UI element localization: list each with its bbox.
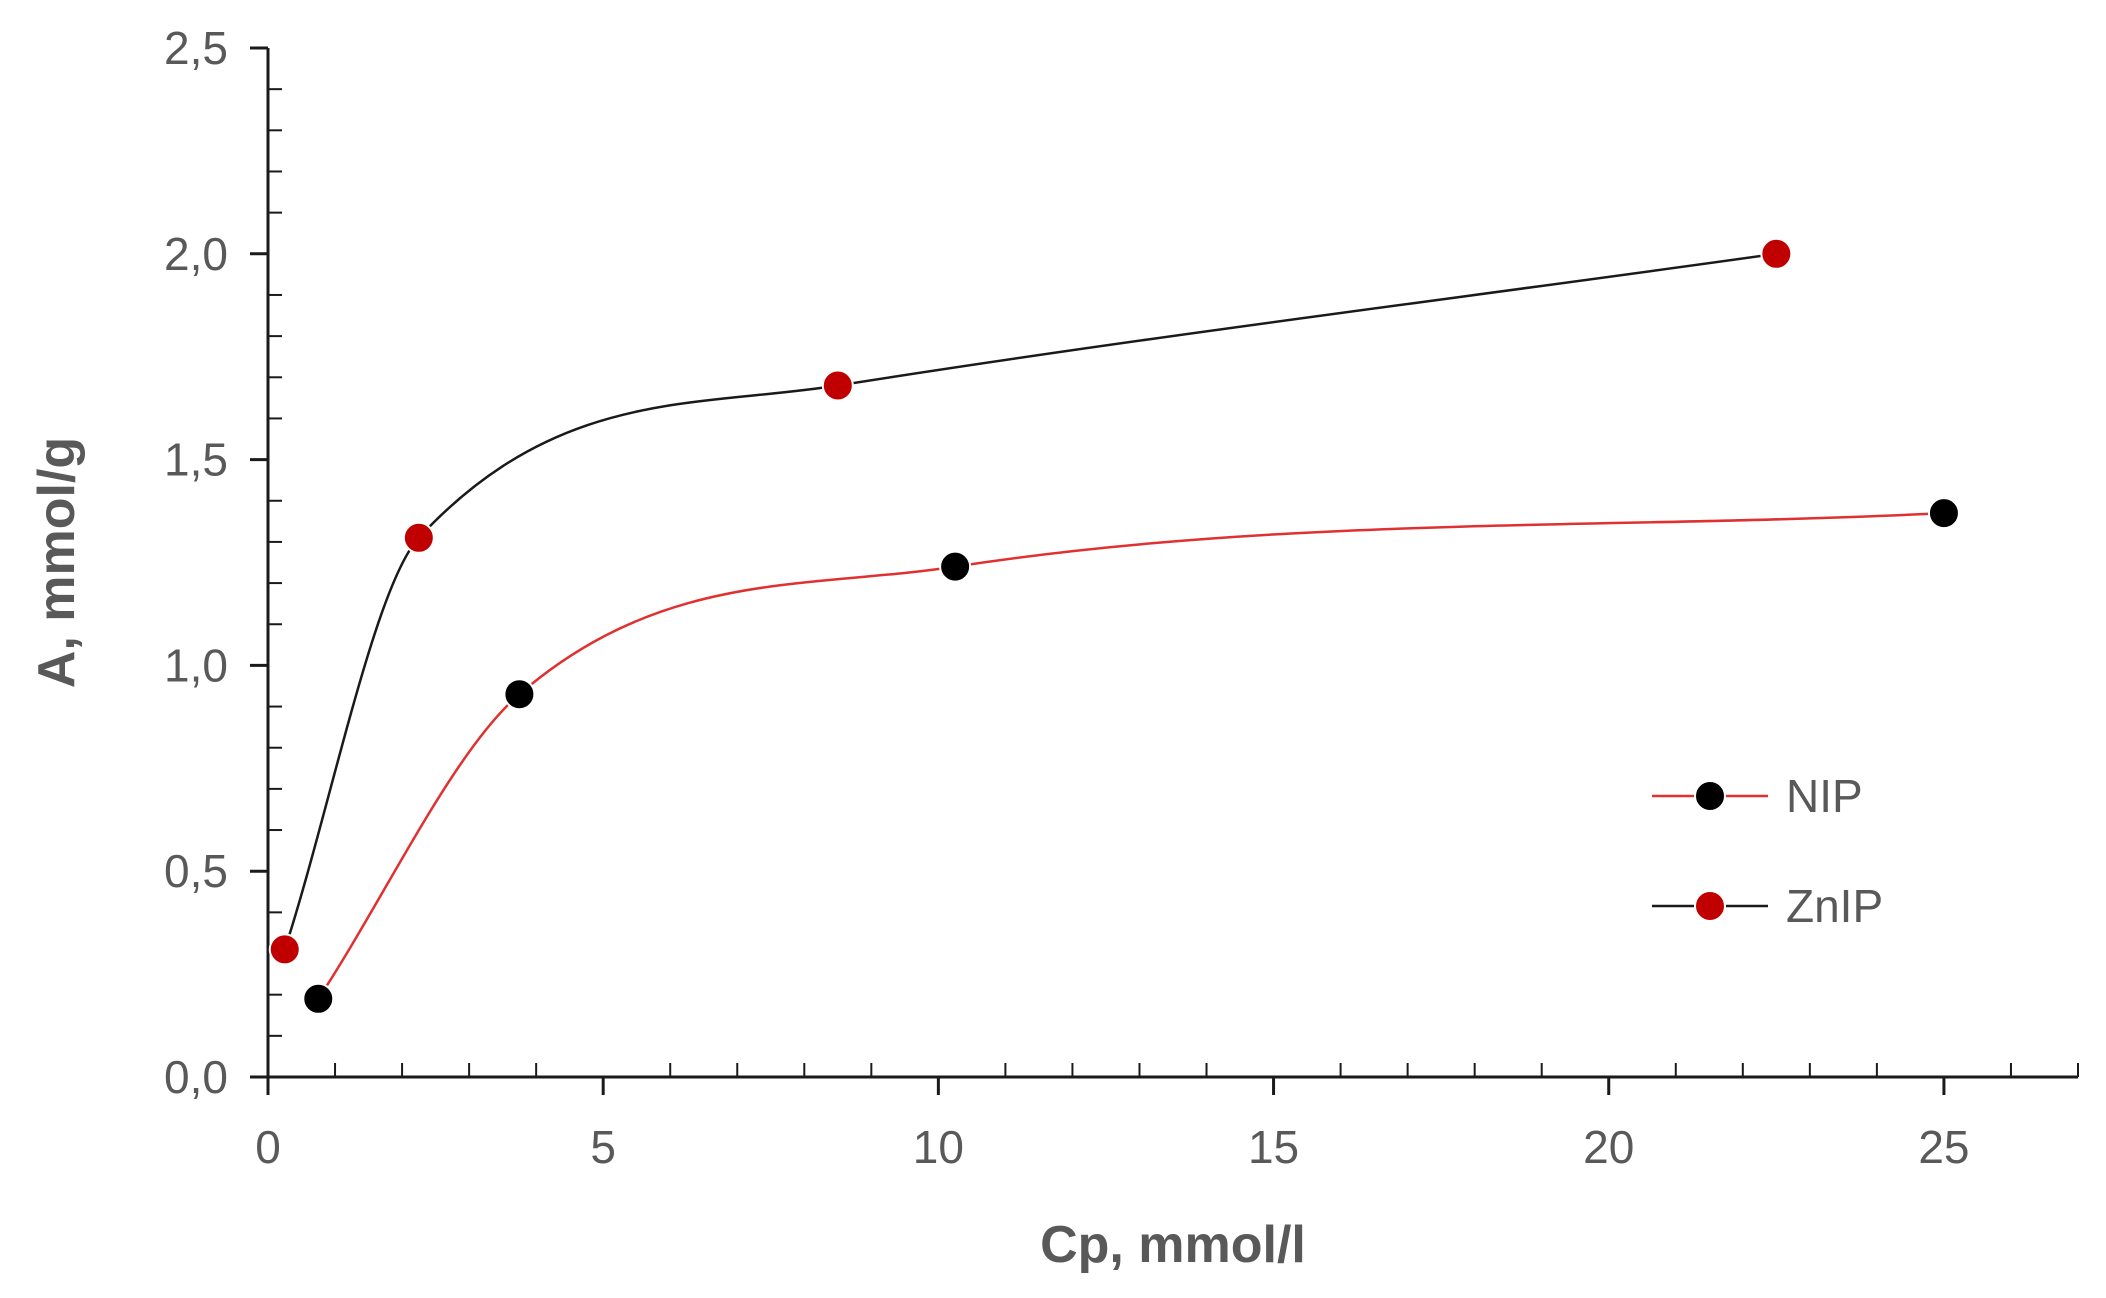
x-tick-label: 20 (1583, 1121, 1634, 1173)
data-point (402, 521, 435, 554)
x-tick-label: 0 (255, 1121, 281, 1173)
data-point (939, 550, 972, 583)
series-nip (302, 497, 1960, 1015)
x-tick-label: 5 (590, 1121, 616, 1173)
data-point (1927, 497, 1960, 530)
x-tick-label: 10 (913, 1121, 964, 1173)
data-point (1760, 237, 1793, 270)
legend-marker (1694, 780, 1726, 812)
series-layer (268, 237, 1960, 1015)
data-point (821, 369, 854, 402)
data-point (268, 933, 301, 966)
y-tick-label: 2,0 (164, 228, 228, 280)
y-tick-labels: 0,0 0,5 1,0 1,5 2,0 2,5 (164, 22, 228, 1103)
legend: NIP ZnIP (1652, 770, 1883, 932)
legend-item-nip: NIP (1652, 770, 1863, 822)
y-tick-label: 1,0 (164, 639, 228, 691)
data-point (302, 982, 335, 1015)
legend-marker (1694, 890, 1726, 922)
y-tick-label: 1,5 (164, 434, 228, 486)
y-tick-label: 0,5 (164, 845, 228, 897)
legend-label: NIP (1786, 770, 1863, 822)
series-line (283, 252, 1777, 950)
y-tick-label: 0,0 (164, 1051, 228, 1103)
x-tick-labels: 0 5 10 15 20 25 (255, 1121, 1969, 1173)
x-tick-label: 25 (1918, 1121, 1969, 1173)
y-axis-title: A, mmol/g (28, 437, 86, 688)
x-tick-label: 15 (1248, 1121, 1299, 1173)
y-tick-label: 2,5 (164, 22, 228, 74)
data-point (503, 678, 536, 711)
series-znip (268, 237, 1793, 966)
axes (250, 46, 2079, 1095)
x-axis-title: Cp, mmol/l (1040, 1216, 1306, 1274)
legend-label: ZnIP (1786, 880, 1883, 932)
legend-item-znip: ZnIP (1652, 880, 1883, 932)
series-line (317, 511, 1944, 1000)
